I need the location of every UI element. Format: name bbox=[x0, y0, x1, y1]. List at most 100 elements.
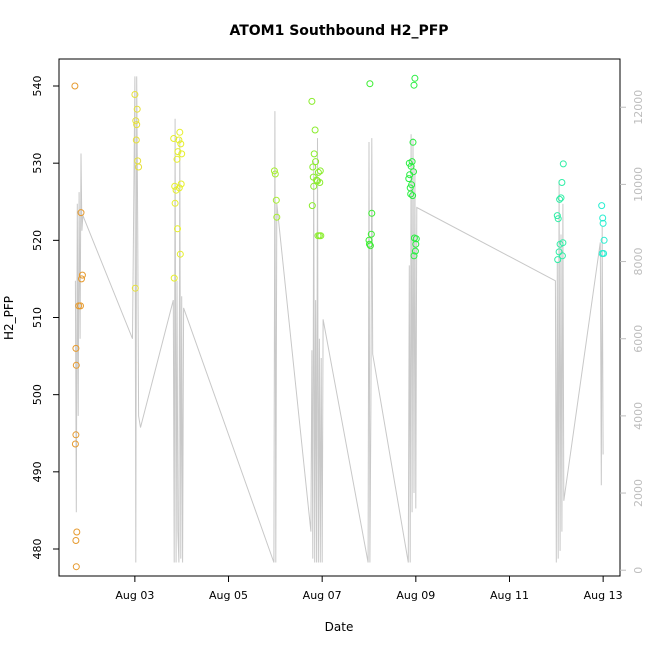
data-point bbox=[78, 271, 86, 279]
data-point bbox=[559, 239, 567, 247]
y-tick-label: 530 bbox=[31, 153, 44, 174]
data-point bbox=[133, 121, 141, 129]
data-point bbox=[174, 148, 182, 156]
data-point bbox=[366, 240, 373, 248]
y-tick-label: 540 bbox=[31, 76, 44, 97]
data-point bbox=[78, 275, 85, 283]
data-point bbox=[170, 274, 178, 282]
data-point bbox=[312, 158, 320, 166]
data-point bbox=[133, 105, 141, 113]
data-point bbox=[308, 97, 316, 105]
data-point bbox=[553, 212, 561, 220]
data-point bbox=[600, 236, 608, 244]
data-point bbox=[405, 175, 413, 183]
x-tick-label: Aug 11 bbox=[490, 589, 529, 602]
data-point bbox=[316, 167, 324, 175]
data-point bbox=[176, 250, 184, 258]
data-point bbox=[71, 440, 79, 448]
data-point bbox=[178, 150, 186, 158]
data-point bbox=[598, 202, 606, 210]
points-layer bbox=[71, 74, 608, 571]
y-tick-label: 510 bbox=[31, 307, 44, 328]
data-point bbox=[554, 256, 562, 264]
data-point bbox=[135, 163, 143, 171]
x-tick-label: Aug 09 bbox=[396, 589, 435, 602]
data-point bbox=[412, 235, 420, 243]
y2-tick-label: 0 bbox=[632, 567, 645, 574]
y-axis-left: 480 490 500 510 520 530 540 bbox=[31, 76, 59, 559]
data-point bbox=[368, 209, 376, 217]
secondary-line-layer bbox=[74, 76, 604, 563]
data-point bbox=[273, 213, 281, 221]
data-point bbox=[131, 91, 139, 98]
data-point bbox=[317, 232, 325, 240]
data-point bbox=[407, 190, 415, 198]
data-point bbox=[558, 252, 566, 260]
data-point bbox=[406, 171, 414, 179]
data-point bbox=[171, 182, 179, 190]
y2-tick-label: 10000 bbox=[632, 167, 645, 202]
y-axis-label: H2_PFP bbox=[2, 296, 16, 340]
data-point bbox=[72, 361, 80, 369]
data-point bbox=[367, 230, 375, 238]
data-point bbox=[558, 179, 566, 186]
data-point bbox=[600, 250, 608, 257]
data-point bbox=[411, 247, 419, 255]
data-point bbox=[366, 242, 374, 250]
y2-tick-label: 4000 bbox=[632, 402, 645, 430]
data-point bbox=[77, 209, 85, 217]
data-point bbox=[311, 126, 319, 134]
data-point bbox=[310, 182, 318, 190]
data-point bbox=[71, 82, 79, 90]
y2-tick-label: 12000 bbox=[632, 90, 645, 125]
y-axis-right: 0 2000 4000 6000 8000 10000 12000 bbox=[620, 90, 645, 574]
x-tick-label: Aug 03 bbox=[115, 589, 154, 602]
data-point bbox=[72, 537, 80, 544]
data-point bbox=[366, 80, 374, 88]
y2-tick-label: 6000 bbox=[632, 325, 645, 353]
data-point bbox=[271, 170, 279, 178]
data-point bbox=[175, 136, 183, 144]
data-point bbox=[173, 155, 181, 163]
data-point bbox=[72, 431, 80, 439]
data-point bbox=[132, 117, 140, 125]
data-point bbox=[309, 163, 317, 171]
data-point bbox=[411, 74, 419, 82]
data-point bbox=[409, 138, 417, 146]
data-point bbox=[272, 196, 280, 204]
chart-title: ATOM1 Southbound H2_PFP bbox=[229, 23, 448, 39]
y2-tick-label: 2000 bbox=[632, 479, 645, 507]
data-point bbox=[177, 140, 185, 148]
data-point bbox=[72, 344, 80, 352]
x-tick-label: Aug 05 bbox=[209, 589, 248, 602]
data-point bbox=[175, 184, 183, 192]
y-tick-label: 520 bbox=[31, 230, 44, 251]
data-point bbox=[171, 199, 179, 207]
data-point bbox=[174, 225, 181, 233]
data-point bbox=[599, 219, 607, 227]
data-point bbox=[314, 177, 321, 185]
data-point bbox=[310, 150, 318, 158]
data-point bbox=[557, 194, 565, 202]
data-point bbox=[412, 240, 420, 248]
data-point bbox=[410, 252, 418, 260]
y2-tick-label: 8000 bbox=[632, 248, 645, 276]
x-axis-label: Date bbox=[325, 620, 354, 634]
data-point bbox=[270, 167, 278, 175]
data-point bbox=[559, 160, 567, 168]
data-point bbox=[73, 528, 81, 536]
data-point bbox=[410, 81, 418, 89]
data-point bbox=[176, 128, 184, 136]
data-point bbox=[314, 168, 322, 176]
data-point bbox=[77, 302, 84, 310]
y-tick-label: 500 bbox=[31, 384, 44, 405]
data-point bbox=[599, 214, 607, 222]
data-point bbox=[72, 563, 80, 571]
data-point bbox=[409, 192, 417, 200]
data-point bbox=[132, 136, 140, 144]
y-tick-label: 490 bbox=[31, 461, 44, 482]
x-tick-label: Aug 13 bbox=[584, 589, 623, 602]
data-point bbox=[177, 180, 185, 188]
